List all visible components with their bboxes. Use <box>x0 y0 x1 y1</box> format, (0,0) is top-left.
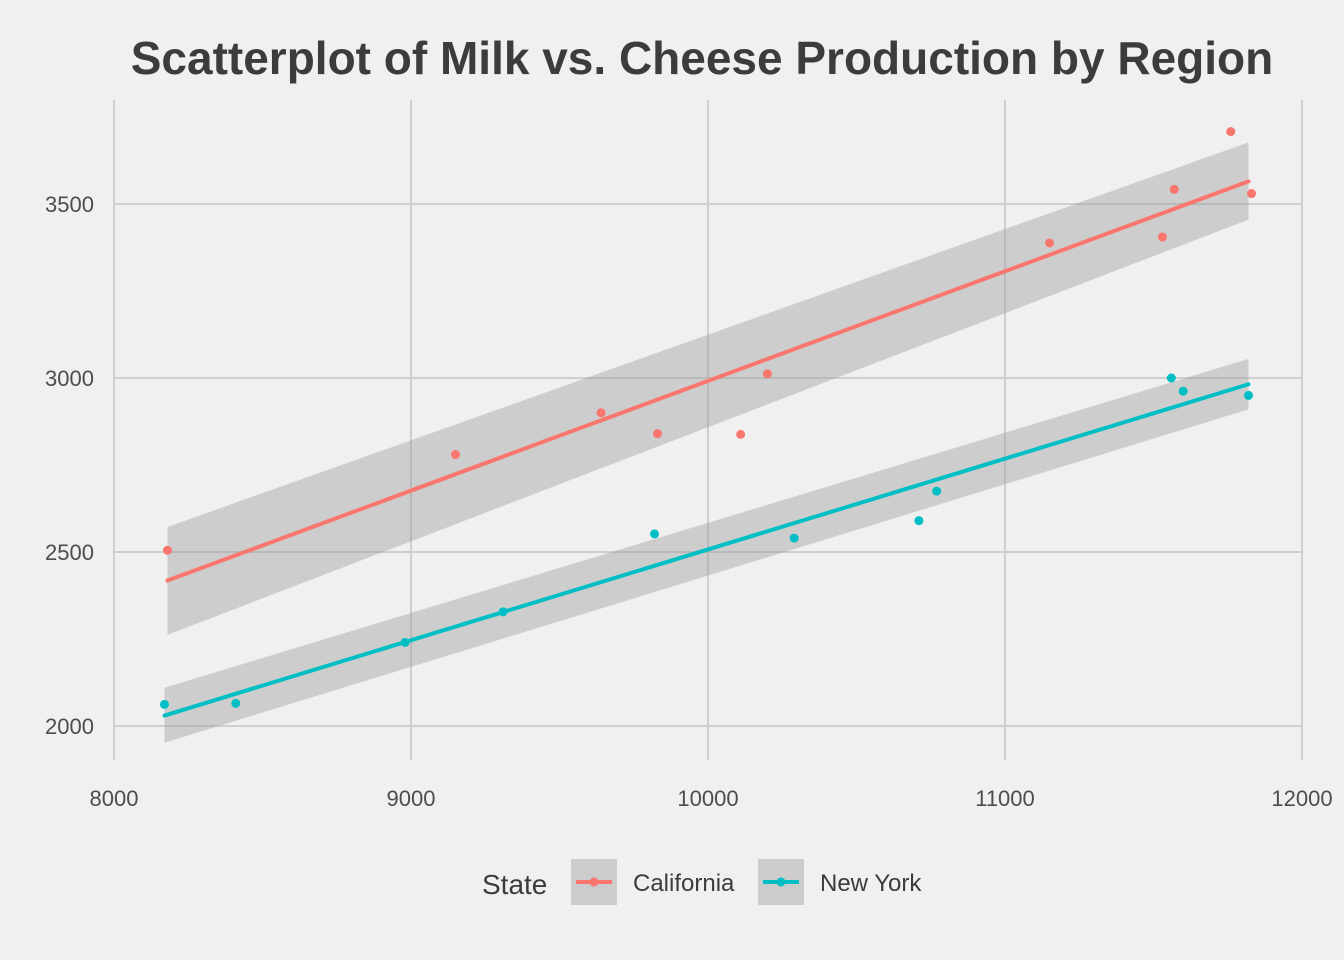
data-point <box>451 450 461 460</box>
data-point <box>159 699 169 709</box>
data-point <box>162 545 172 555</box>
data-point <box>1247 189 1257 199</box>
legend-label: California <box>633 870 735 897</box>
fit-line <box>162 382 1251 718</box>
data-point <box>400 637 410 647</box>
data-point <box>1178 386 1188 396</box>
x-tick-label: 10000 <box>677 786 738 811</box>
data-point <box>789 533 799 543</box>
y-axis-ticks: 2000 2500 3000 3500 <box>45 192 94 739</box>
data-point <box>1169 184 1179 194</box>
fit-lines <box>162 179 1251 718</box>
data-point <box>1045 238 1055 248</box>
data-point <box>231 698 241 708</box>
data-point <box>1166 373 1176 383</box>
fit-line <box>165 179 1251 583</box>
x-axis-ticks: 8000 9000 10000 11000 12000 <box>90 786 1333 811</box>
data-point <box>932 486 942 496</box>
chart-title: Scatterplot of Milk vs. Cheese Productio… <box>131 32 1274 84</box>
legend-key-point <box>776 877 786 887</box>
grid-lines <box>113 100 1303 760</box>
legend-key-point <box>589 877 599 887</box>
data-point <box>653 429 663 439</box>
y-tick-label: 3000 <box>45 366 94 391</box>
data-point <box>596 408 606 418</box>
confidence-band <box>167 142 1249 635</box>
legend-label: New York <box>820 870 922 897</box>
x-tick-label: 12000 <box>1271 786 1332 811</box>
legend-title: State <box>482 869 547 900</box>
y-tick-label: 2500 <box>45 540 94 565</box>
data-points <box>159 127 1257 709</box>
x-tick-label: 8000 <box>90 786 139 811</box>
y-tick-label: 3500 <box>45 192 94 217</box>
data-point <box>762 369 772 379</box>
data-point <box>650 529 660 539</box>
data-point <box>1157 232 1167 242</box>
data-point <box>736 429 746 439</box>
y-tick-label: 2000 <box>45 714 94 739</box>
data-point <box>498 607 508 617</box>
confidence-bands <box>164 142 1249 743</box>
data-point <box>914 516 924 526</box>
x-tick-label: 11000 <box>975 786 1035 811</box>
data-point <box>1244 390 1254 400</box>
data-point <box>1226 127 1236 137</box>
x-tick-label: 9000 <box>387 786 436 811</box>
legend: State California New York <box>482 859 922 905</box>
